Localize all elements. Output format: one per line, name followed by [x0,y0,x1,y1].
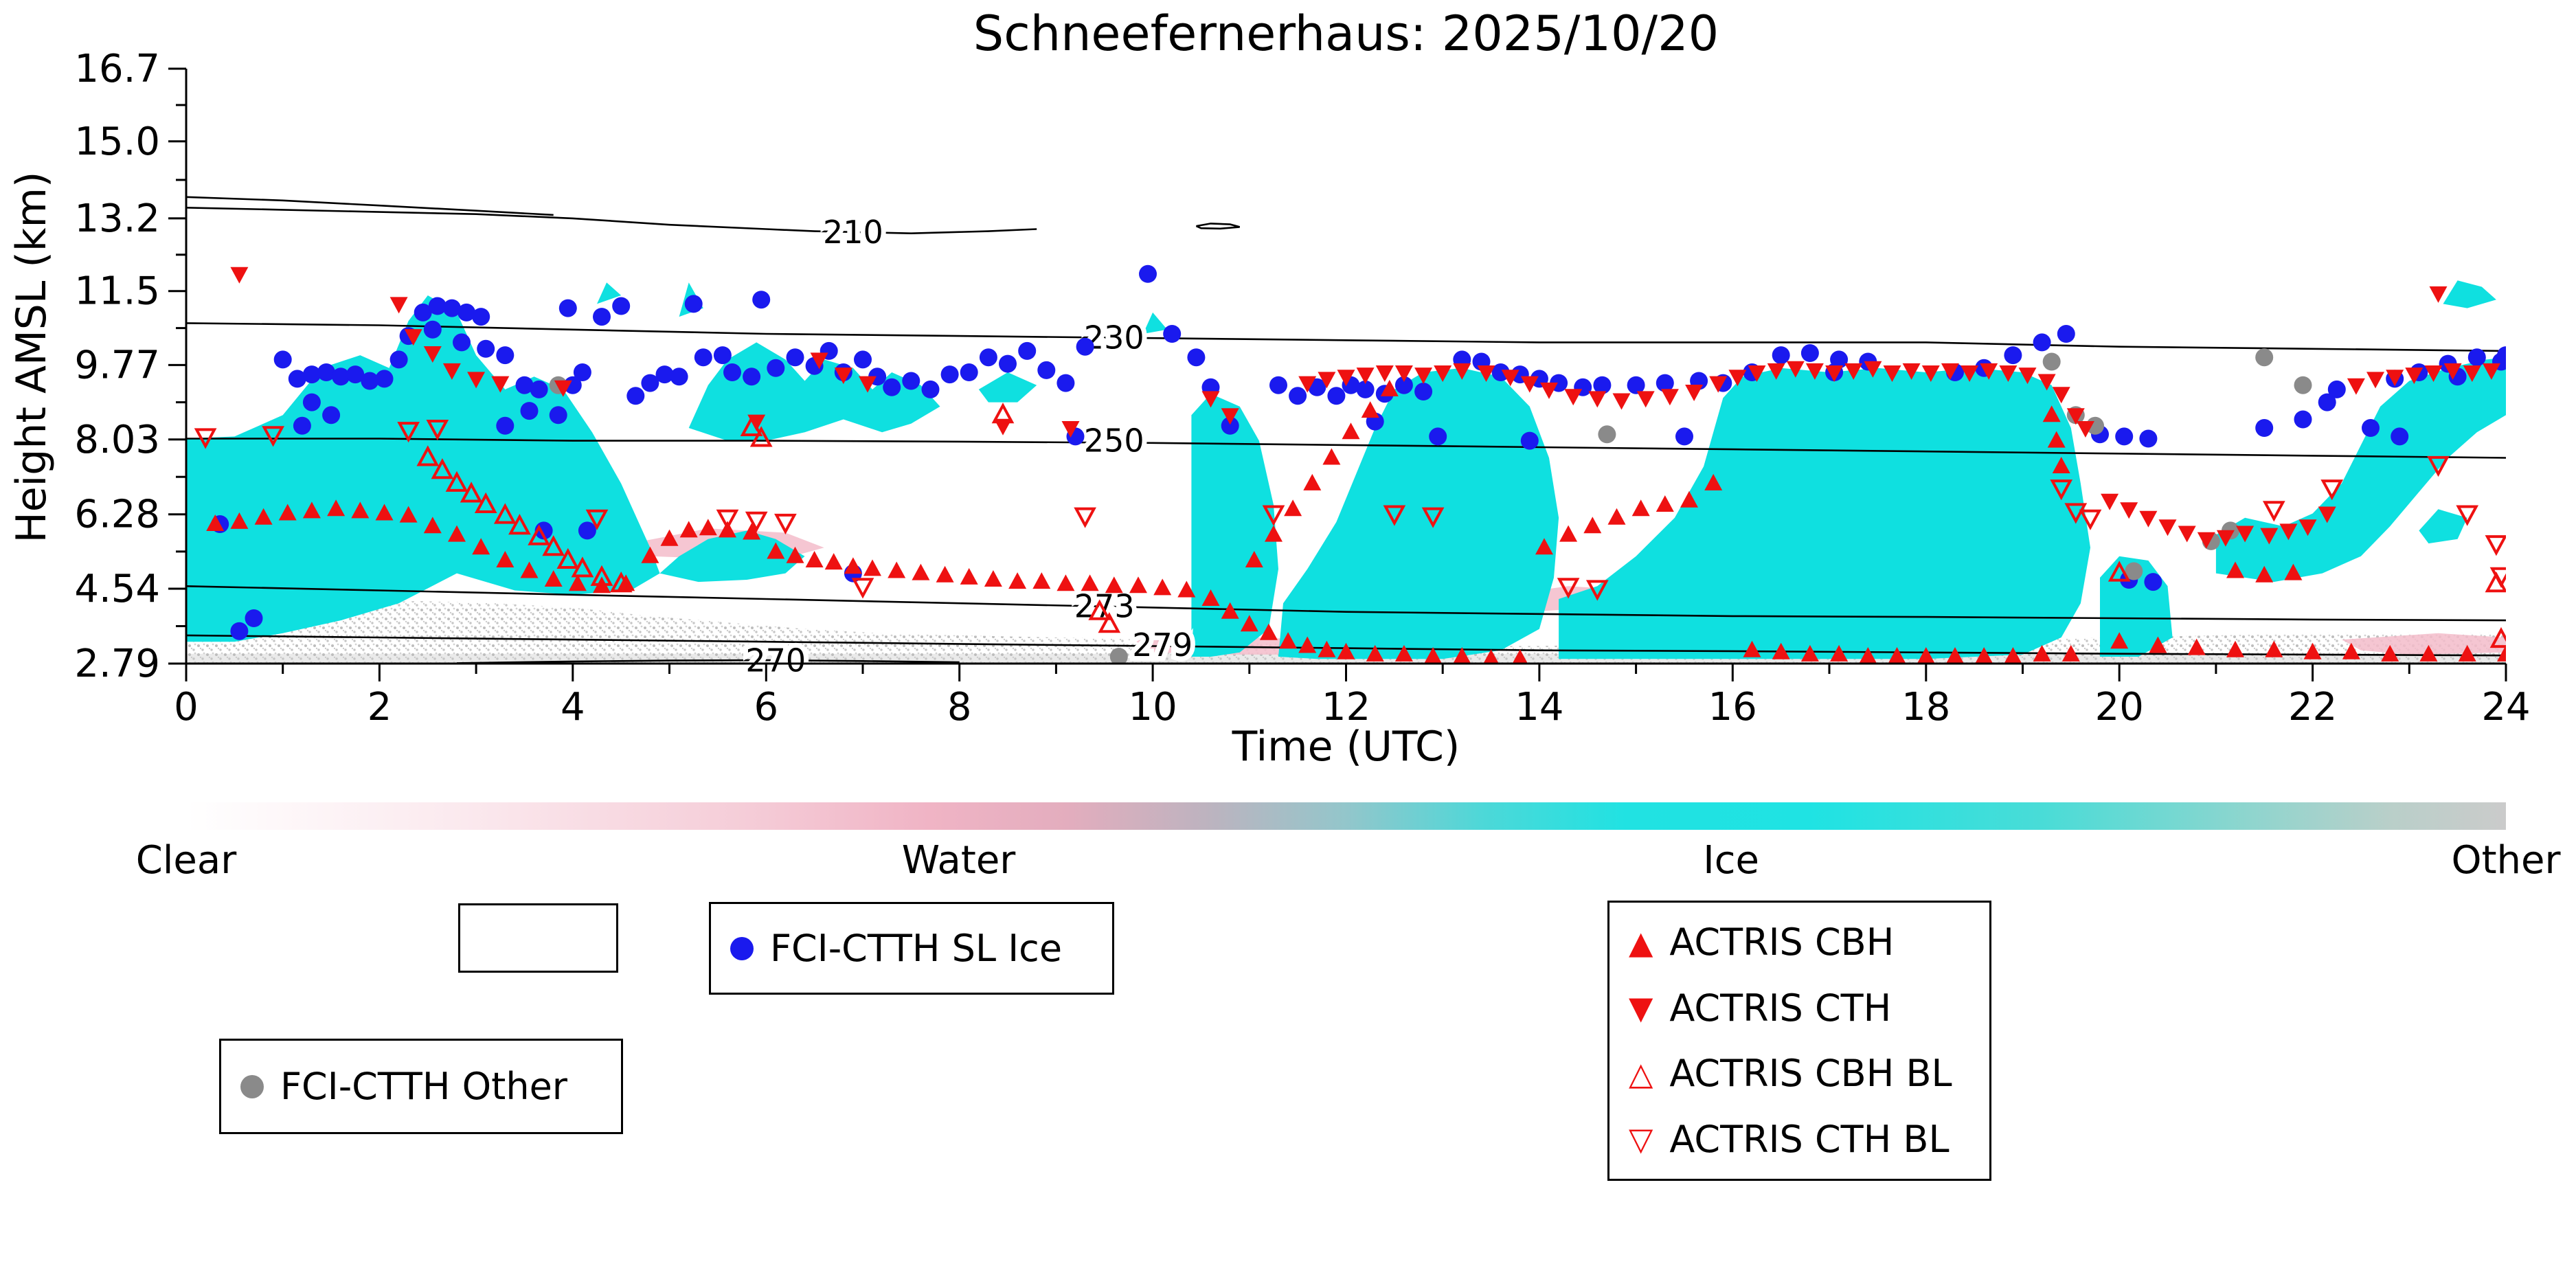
svg-text:24: 24 [2481,685,2530,730]
blue-dot-icon [730,936,754,960]
svg-text:11.5: 11.5 [74,269,160,314]
legend-fci-other: FCI-CTTH Other [219,1039,623,1134]
legend-actris-cbh-bl: △ ACTRIS CBH BL [1609,1052,1989,1095]
svg-text:10: 10 [1128,685,1177,730]
svg-text:8.03: 8.03 [74,418,160,462]
triangle-up-open-icon: △ [1629,1054,1653,1092]
legend-fci-sl-ice: FCI-CTTH SL Ice [709,902,1114,995]
svg-text:12: 12 [1322,685,1370,730]
plot-area: 2102302502732792702.794.546.288.039.7711… [74,47,2530,730]
contour-label: 279 [1132,626,1193,664]
colorbar-label-clear: Clear [135,838,237,883]
contour-label: 270 [745,642,806,679]
svg-text:6: 6 [754,685,778,730]
series-fci-ctth-other [549,348,2312,664]
axes [168,67,2507,681]
series-actris-cth-bl [194,420,2506,601]
svg-text:9.77: 9.77 [74,343,160,387]
legend-actris-cbh-label: ACTRIS CBH [1669,920,1895,964]
gray-dot-icon [240,1074,264,1098]
legend-actris-cbh-bl-label: ACTRIS CBH BL [1669,1052,1952,1096]
colorbar-label-ice: Ice [1703,838,1759,883]
legend-actris-cth: ▼ ACTRIS CTH [1609,986,1989,1030]
contour-label: 250 [1084,422,1144,460]
svg-text:18: 18 [1901,685,1950,730]
legend-actris-cth-bl: ▽ ACTRIS CTH BL [1609,1118,1989,1161]
colorbar-gradient [186,802,2506,830]
svg-text:14: 14 [1515,685,1563,730]
svg-text:20: 20 [2095,685,2144,730]
ice-class-region [186,280,2506,659]
legend-fci-sl-ice-label: FCI-CTTH SL Ice [770,927,1063,970]
x-axis-label: Time (UTC) [1232,723,1460,771]
svg-text:4.54: 4.54 [74,567,160,611]
chart-title: Schneefernerhaus: 2025/10/20 [973,5,1719,62]
legend-actris-cth-bl-label: ACTRIS CTH BL [1669,1117,1950,1161]
legend-actris-cbh: ▲ ACTRIS CBH [1609,920,1989,964]
legend-fci-other-label: FCI-CTTH Other [280,1065,567,1108]
svg-text:2: 2 [368,685,392,730]
svg-text:2.79: 2.79 [74,642,160,686]
svg-text:4: 4 [561,685,585,730]
colorbar-label-water: Water [901,838,1016,883]
colorbar-label-other: Other [2451,838,2561,883]
series-actris-cbh [206,379,2506,664]
legend-actris-cth-label: ACTRIS CTH [1669,986,1892,1030]
series-actris-cth [230,267,2500,549]
triangle-down-filled-icon: ▼ [1629,989,1653,1027]
svg-text:0: 0 [174,685,199,730]
svg-text:16: 16 [1708,685,1757,730]
svg-text:13.2: 13.2 [74,196,160,241]
series-actris-cbh-bl [416,403,2506,648]
triangle-down-open-icon: ▽ [1629,1120,1653,1158]
svg-text:8: 8 [947,685,972,730]
svg-text:16.7: 16.7 [74,47,160,91]
triangle-up-filled-icon: ▲ [1629,923,1653,961]
svg-text:22: 22 [2288,685,2337,730]
legend-actris: ▲ ACTRIS CBH ▼ ACTRIS CTH △ ACTRIS CBH B… [1607,901,1991,1181]
svg-text:15.0: 15.0 [74,120,160,164]
contour-label: 210 [823,214,883,251]
colorbar: Clear Water Ice Other [136,802,2561,883]
legend-empty-box [458,903,618,973]
svg-text:6.28: 6.28 [74,493,160,537]
